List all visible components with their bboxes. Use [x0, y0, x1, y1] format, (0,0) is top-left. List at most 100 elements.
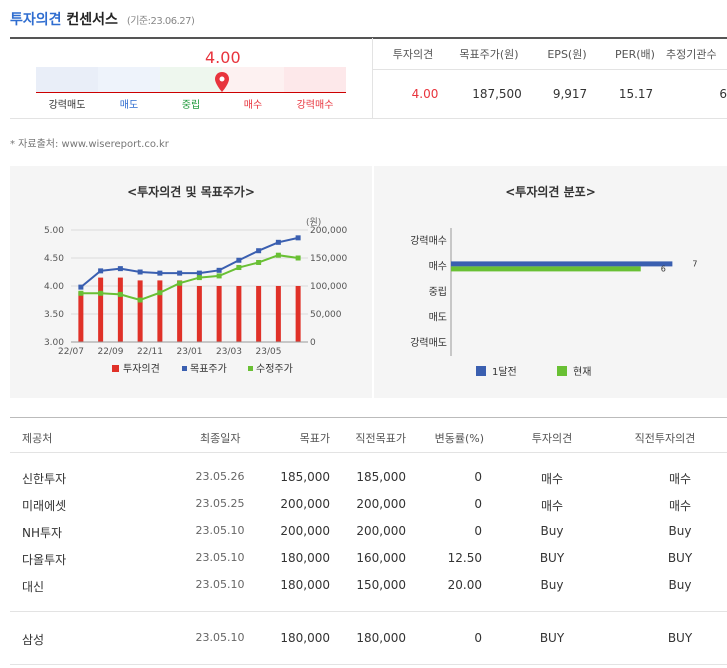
point-target	[98, 268, 104, 274]
y-left-tick-label: 3.00	[44, 338, 64, 348]
point-target	[117, 266, 123, 272]
bar-opinion	[256, 286, 262, 342]
cell-provider: 대신	[22, 580, 45, 594]
cell-date: 23.05.10	[195, 551, 245, 564]
col-header-provider: 제공처	[22, 432, 53, 445]
legend-swatch-current	[557, 366, 567, 376]
cell-provider: 다올투자	[22, 553, 67, 567]
point-adjusted	[256, 259, 262, 265]
location-pin-icon	[215, 72, 229, 92]
cell-opinion: Buy	[540, 524, 564, 538]
point-target	[216, 267, 222, 273]
point-target	[177, 270, 183, 276]
cell-prev-opinion: Buy	[668, 578, 692, 592]
cell-target: 185,000	[280, 470, 330, 484]
summary-value-eps: 9,917	[552, 87, 588, 101]
summary-bottom-line	[10, 118, 727, 119]
point-adjusted	[177, 280, 183, 286]
y-left-tick-label: 4.00	[44, 282, 64, 292]
cell-target: 180,000	[280, 551, 330, 565]
x-tick-label: 22/11	[137, 347, 163, 357]
opinion-price-chart: 5.00 4.50 4.00 3.50 3.00 200,000 150,000 100,00…	[44, 217, 348, 375]
summary-value-opinion: 4.00	[411, 87, 439, 101]
cell-change: 0	[474, 524, 482, 538]
cell-opinion: 매수	[540, 499, 564, 513]
bar-opinion	[216, 286, 222, 342]
y-left-tick-label: 5.00	[44, 226, 64, 236]
point-target	[275, 239, 281, 245]
chart1-title: <투자의견 및 목표주가>	[127, 185, 255, 199]
y-left-tick-label: 4.50	[44, 254, 64, 264]
point-adjusted	[78, 290, 84, 296]
col-header-change: 변동률(%)	[434, 432, 484, 445]
bar-opinion	[98, 277, 104, 342]
gauge-label-sell: 매도	[119, 100, 139, 111]
x-tick-label: 23/01	[177, 347, 203, 357]
bar-opinion	[236, 286, 242, 342]
gauge-value: 4.00	[205, 48, 241, 67]
point-adjusted	[275, 252, 281, 258]
bar-month-ago	[451, 261, 673, 267]
point-adjusted	[157, 290, 163, 296]
summary-header-line	[372, 69, 727, 70]
point-adjusted	[295, 255, 301, 261]
cell-prev-opinion: 매수	[668, 472, 692, 486]
bar-value-label: 6	[661, 264, 666, 273]
cell-change: 0	[474, 497, 482, 511]
point-target	[137, 269, 143, 275]
category-label: 매도	[429, 312, 447, 324]
x-tick-label: 23/05	[256, 347, 282, 357]
chart1-unit-label: (원)	[306, 217, 321, 228]
point-adjusted	[236, 265, 242, 271]
chart-panel-opinion-price	[10, 166, 372, 398]
summary-value-target: 187,500	[472, 87, 522, 101]
table-section-line	[10, 611, 727, 612]
bar-opinion	[275, 286, 281, 342]
col-header-target: 목표가	[299, 432, 330, 445]
gauge-segment-strong-buy	[284, 67, 346, 92]
y-right-tick-label: 0	[310, 338, 316, 348]
bar-opinion	[295, 286, 301, 342]
category-label: 매수	[429, 260, 447, 272]
header-divider	[10, 37, 727, 39]
cell-prev-target: 200,000	[356, 497, 406, 511]
cell-target: 200,000	[280, 497, 330, 511]
category-label: 강력매수	[410, 235, 447, 247]
point-target	[256, 248, 262, 254]
legend-label-current: 현재	[573, 366, 591, 378]
legend-label-adjusted: 수정주가	[256, 363, 293, 375]
gauge-label-buy: 매수	[243, 100, 263, 111]
point-target	[196, 270, 202, 276]
x-tick-label: 22/09	[98, 347, 124, 357]
gauge-segment-buy	[222, 67, 284, 92]
series-line-target	[80, 236, 299, 288]
cell-prev-opinion: BUY	[667, 631, 693, 645]
legend-swatch-opinion	[112, 365, 119, 372]
bar-opinion	[78, 291, 84, 342]
cell-opinion: Buy	[540, 578, 564, 592]
chart2-title: <투자의견 분포>	[505, 185, 596, 199]
point-adjusted	[216, 273, 222, 279]
x-tick-label: 22/07	[58, 347, 84, 357]
point-adjusted	[98, 290, 104, 296]
cell-provider: 미래에셋	[22, 499, 67, 513]
y-right-tick-label: 100,000	[310, 282, 347, 292]
cell-target: 180,000	[280, 631, 330, 645]
chart-panel-distribution	[374, 166, 727, 398]
cell-date: 23.05.25	[195, 497, 245, 510]
reference-date: (기준:23.06.27)	[126, 16, 195, 27]
cell-target: 180,000	[280, 578, 330, 592]
bar-opinion	[177, 280, 183, 342]
cell-prev-opinion: BUY	[667, 551, 693, 565]
cell-date: 23.05.10	[195, 578, 245, 591]
cell-provider: 신한투자	[22, 472, 67, 486]
cell-change: 20.00	[447, 578, 482, 592]
legend-label-opinion: 투자의견	[123, 363, 160, 375]
point-adjusted	[137, 297, 143, 303]
cell-prev-target: 180,000	[356, 631, 406, 645]
point-target	[78, 284, 84, 290]
col-header-prev-opinion: 직전투자의견	[634, 432, 696, 445]
col-header-opinion: 투자의견	[531, 432, 573, 445]
summary-header-opinion: 투자의견	[392, 48, 434, 61]
cell-prev-opinion: 매수	[668, 499, 692, 513]
